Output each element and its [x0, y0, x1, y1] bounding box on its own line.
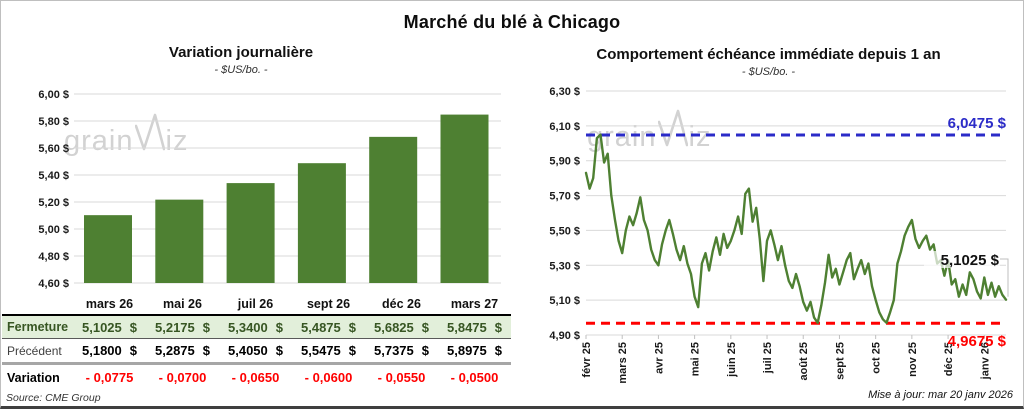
bar-sept-26: [297, 163, 346, 283]
price-cell: 5,2875 $: [155, 343, 210, 358]
x-axis-label: sept 25: [834, 342, 846, 380]
x-axis-label: déc 25: [943, 342, 955, 376]
y-axis-tick-label: 5,90 $: [549, 156, 580, 168]
y-axis-tick-label: 5,60 $: [38, 143, 69, 155]
x-axis-label: juil 25: [762, 342, 774, 374]
price-cell: 5,4050 $: [228, 343, 283, 358]
row-label: Fermeture: [7, 320, 69, 334]
month-header: sept 26: [306, 296, 351, 311]
price-cell: 5,3400 $: [228, 319, 283, 335]
table-row-fermeture: Fermeture 5,1025 $ 5,2175 $ 5,3400 $ 5,4875 $ 5,6…: [2, 314, 511, 339]
variation-cell: - 0,0775: [85, 370, 134, 385]
bar-mars-27: [440, 114, 489, 284]
price-cell: 5,1800 $: [82, 343, 137, 358]
x-axis-label: oct 25: [871, 342, 883, 374]
month-header: mai 26: [163, 296, 202, 311]
price-cell: 5,1025 $: [82, 319, 137, 335]
label-leader-line: [1000, 258, 1009, 297]
line-chart: 6,30 $ 6,10 $ 5,90 $ 5,70 $ 5,50 $ 5,30 $ 5,10…: [549, 86, 1009, 384]
price-cell: 5,5475 $: [301, 343, 356, 358]
variation-cell: - 0,0700: [158, 370, 207, 385]
variation-cell: - 0,0550: [377, 370, 426, 385]
table-row-precedent: Précédent 5,1800 $ 5,2875 $ 5,4050 $ 5,5475 $ 5,7…: [2, 339, 511, 365]
y-axis-tick-label: 4,60 $: [38, 278, 69, 290]
month-header: mars 26: [85, 296, 134, 311]
month-header: juil 26: [237, 296, 274, 311]
y-axis-tick-label: 4,80 $: [38, 251, 69, 263]
bar-chart-title: Variation journalière: [168, 44, 314, 61]
y-axis-tick-label: 6,30 $: [549, 86, 580, 98]
last-price-label: 5,1025 $: [941, 252, 1000, 269]
bar-déc-26: [369, 136, 418, 283]
month-header: mars 27: [450, 296, 499, 311]
y-axis-tick-label: 5,50 $: [549, 225, 580, 237]
line-chart-subtitle: - $US/bo. -: [741, 66, 796, 78]
variation-cell: - 0,0600: [304, 370, 353, 385]
price-cell: 5,8475 $: [447, 319, 502, 335]
update-note: Mise à jour: mar 20 janv 2026: [868, 389, 1013, 401]
y-axis-tick-label: 5,30 $: [549, 260, 580, 272]
x-axis-label: févr 25: [581, 342, 593, 377]
variation-cell: - 0,0650: [231, 370, 280, 385]
source-note: Source: CME Group: [6, 392, 101, 404]
variation-cell: - 0,0500: [450, 370, 499, 385]
y-axis-tick-label: 6,00 $: [38, 89, 69, 101]
x-axis-label: août 25: [798, 342, 810, 381]
price-cell: 5,6825 $: [374, 319, 429, 335]
price-cell: 5,2175 $: [155, 319, 210, 335]
label-backdrop: [924, 251, 1000, 268]
price-cell: 5,7375 $: [374, 343, 429, 358]
y-axis-tick-label: 5,40 $: [38, 170, 69, 182]
min-value-label: 4,9675 $: [948, 333, 1007, 350]
x-axis-label: nov 25: [907, 342, 919, 377]
y-axis-tick-label: 6,10 $: [549, 121, 580, 133]
x-axis-label: janv 26: [979, 342, 991, 380]
y-axis-tick-label: 5,80 $: [38, 116, 69, 128]
row-label: Précédent: [7, 343, 62, 358]
bar-chart: 6,00 $ 5,80 $ 5,60 $ 5,40 $ 5,20 $ 5,00 $ 4,80…: [38, 89, 501, 290]
x-axis-label: juin 25: [726, 342, 738, 378]
table-header-row: mars 26 mai 26 juil 26 sept 26 déc 26 mars 27: [2, 293, 511, 314]
x-axis-label: avr 25: [653, 342, 665, 374]
row-label: Variation: [7, 370, 60, 385]
y-axis-tick-label: 5,70 $: [549, 191, 580, 203]
max-value-label: 6,0475 $: [948, 115, 1007, 132]
price-cell: 5,4875 $: [301, 319, 356, 335]
table-row-variation: Variation - 0,0775 - 0,0700 - 0,0650 - 0,060…: [2, 365, 511, 390]
x-axis-label: mars 25: [617, 342, 629, 384]
month-header: déc 26: [382, 296, 421, 311]
line-chart-title: Comportement échéance immédiate depuis 1…: [596, 46, 941, 63]
bar-mars-26: [84, 215, 132, 283]
y-axis-tick-label: 5,20 $: [38, 197, 69, 209]
y-axis-tick-label: 5,10 $: [549, 295, 580, 307]
y-axis-tick-label: 4,90 $: [549, 330, 580, 342]
y-axis-tick-label: 5,00 $: [38, 224, 69, 236]
x-axis-label: mai 25: [690, 342, 702, 376]
page-title: Marché du blé à Chicago: [403, 12, 621, 32]
price-line: [584, 133, 1008, 324]
bar-mai-26: [155, 199, 204, 283]
bar-chart-subtitle: - $US/bo. -: [214, 64, 268, 76]
bar-juil-26: [226, 183, 275, 283]
futures-table: mars 26 mai 26 juil 26 sept 26 déc 26 mars 27…: [2, 293, 511, 390]
price-cell: 5,8975 $: [447, 343, 502, 358]
